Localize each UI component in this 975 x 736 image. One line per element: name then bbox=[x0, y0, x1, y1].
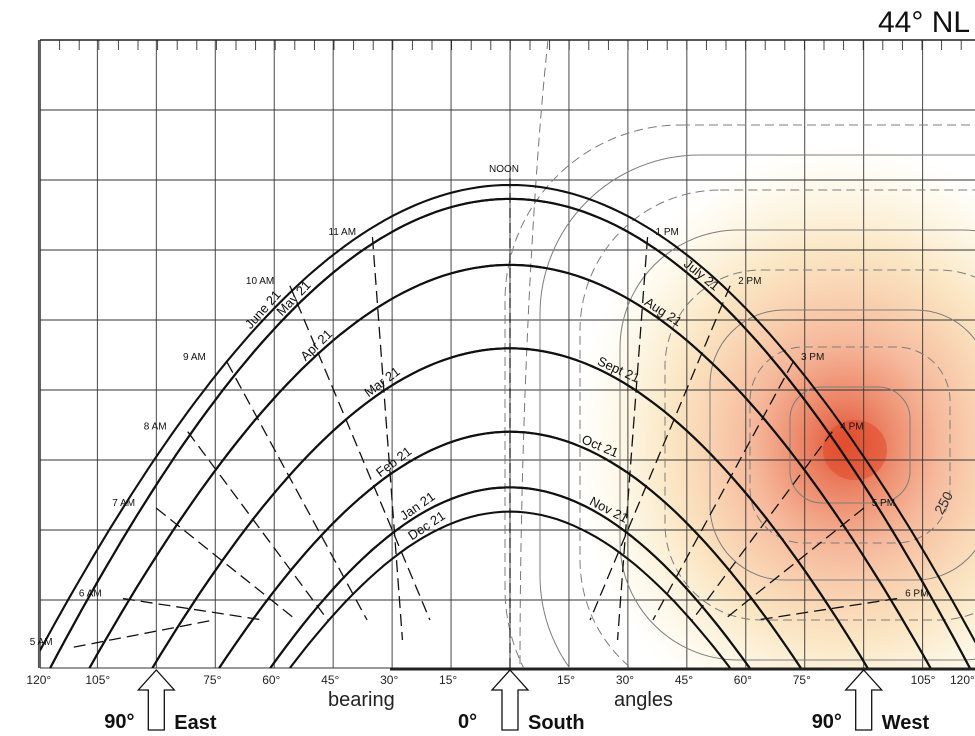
isoline-7 bbox=[504, 124, 975, 668]
direction-degree: 90° bbox=[812, 711, 842, 733]
hour-label-6-am: 6 AM bbox=[79, 589, 102, 600]
hour-line-1 bbox=[122, 597, 263, 621]
hour-label-8-am: 8 AM bbox=[144, 422, 167, 433]
x-tick-label-3: 60° bbox=[262, 673, 280, 687]
hour-line-0 bbox=[73, 619, 214, 648]
x-tick-label-7: 15° bbox=[557, 673, 575, 687]
isolines bbox=[504, 40, 975, 668]
hour-line-8 bbox=[589, 285, 731, 621]
direction-word: South bbox=[528, 712, 585, 734]
date-curve-mar-21 bbox=[151, 347, 869, 668]
hour-label-5-am: 5 AM bbox=[30, 637, 53, 648]
date-curve-june-21 bbox=[40, 183, 975, 653]
hour-label-4-pm: 4 PM bbox=[840, 422, 863, 433]
hour-label-11-am: 11 AM bbox=[328, 227, 356, 238]
x-tick-label-8: 30° bbox=[616, 673, 634, 687]
date-curve-dec-21 bbox=[289, 510, 731, 668]
x-tick-label-12: 105° bbox=[911, 673, 936, 687]
x-tick-label-0: 120° bbox=[26, 673, 51, 687]
isoline-2 bbox=[709, 309, 975, 581]
direction-word: East bbox=[174, 712, 217, 734]
arrow-up-icon bbox=[490, 669, 530, 731]
heat-intensity-shading bbox=[575, 145, 975, 668]
hour-line-12 bbox=[757, 597, 898, 621]
hour-label-7-am: 7 AM bbox=[112, 498, 135, 509]
hour-label-1-pm: 1 PM bbox=[656, 227, 679, 238]
x-tick-label-9: 45° bbox=[675, 673, 693, 687]
grid bbox=[37, 39, 975, 671]
hour-label-3-pm: 3 PM bbox=[801, 352, 824, 363]
x-tick-label-1: 105° bbox=[85, 673, 110, 687]
hour-label-2-pm: 2 PM bbox=[738, 276, 761, 287]
hour-label-10-am: 10 AM bbox=[246, 276, 274, 287]
isoline-5 bbox=[579, 189, 975, 668]
hour-label-9-am: 9 AM bbox=[183, 352, 206, 363]
hour-line-3 bbox=[187, 431, 329, 621]
hour-line-6 bbox=[371, 237, 404, 641]
x-tick-label-13: 120° bbox=[950, 673, 975, 687]
direction-south: 0° South bbox=[458, 669, 585, 734]
direction-east: 90° East bbox=[104, 669, 217, 734]
isoline-3 bbox=[664, 269, 975, 621]
bearing-word: bearing bbox=[328, 689, 395, 711]
direction-degree: 90° bbox=[104, 711, 134, 733]
isoline-outer-left bbox=[519, 40, 549, 668]
direction-degree: 0° bbox=[458, 711, 477, 733]
hour-line-10 bbox=[691, 431, 833, 621]
isoline-6 bbox=[539, 154, 975, 668]
x-tick-label-10: 60° bbox=[734, 673, 752, 687]
date-curve-jan-21 bbox=[269, 486, 751, 668]
hour-line-5 bbox=[289, 285, 431, 621]
date-curve-feb-21 bbox=[218, 430, 802, 668]
direction-word: West bbox=[882, 712, 930, 734]
figure-title: 44° NL bbox=[878, 6, 970, 39]
isoline-4 bbox=[619, 229, 975, 661]
x-tick-label-5: 30° bbox=[380, 673, 398, 687]
direction-arrows: 90° East 0° South 90° West bbox=[104, 669, 930, 734]
x-tick-label-11: 75° bbox=[793, 673, 811, 687]
arrow-up-icon bbox=[136, 669, 176, 731]
x-tick-label-4: 45° bbox=[321, 673, 339, 687]
noon-label: NOON bbox=[489, 164, 519, 175]
direction-west: 90° West bbox=[812, 669, 930, 734]
hour-line-7 bbox=[616, 237, 649, 641]
hour-line-2 bbox=[155, 507, 297, 621]
x-tick-label-6: 15° bbox=[439, 673, 457, 687]
date-curves bbox=[40, 183, 975, 668]
arrow-up-icon bbox=[844, 669, 884, 731]
hour-label-5-pm: 5 PM bbox=[872, 498, 895, 509]
angles-word: angles bbox=[614, 689, 673, 711]
isoline-0 bbox=[789, 386, 911, 504]
isoline-1 bbox=[749, 346, 951, 544]
date-curve-may-21 bbox=[49, 197, 971, 668]
hour-line-11 bbox=[723, 507, 865, 621]
hour-label-6-pm: 6 PM bbox=[905, 589, 928, 600]
x-tick-label-2: 75° bbox=[203, 673, 221, 687]
date-curve-apr-21 bbox=[88, 263, 932, 668]
